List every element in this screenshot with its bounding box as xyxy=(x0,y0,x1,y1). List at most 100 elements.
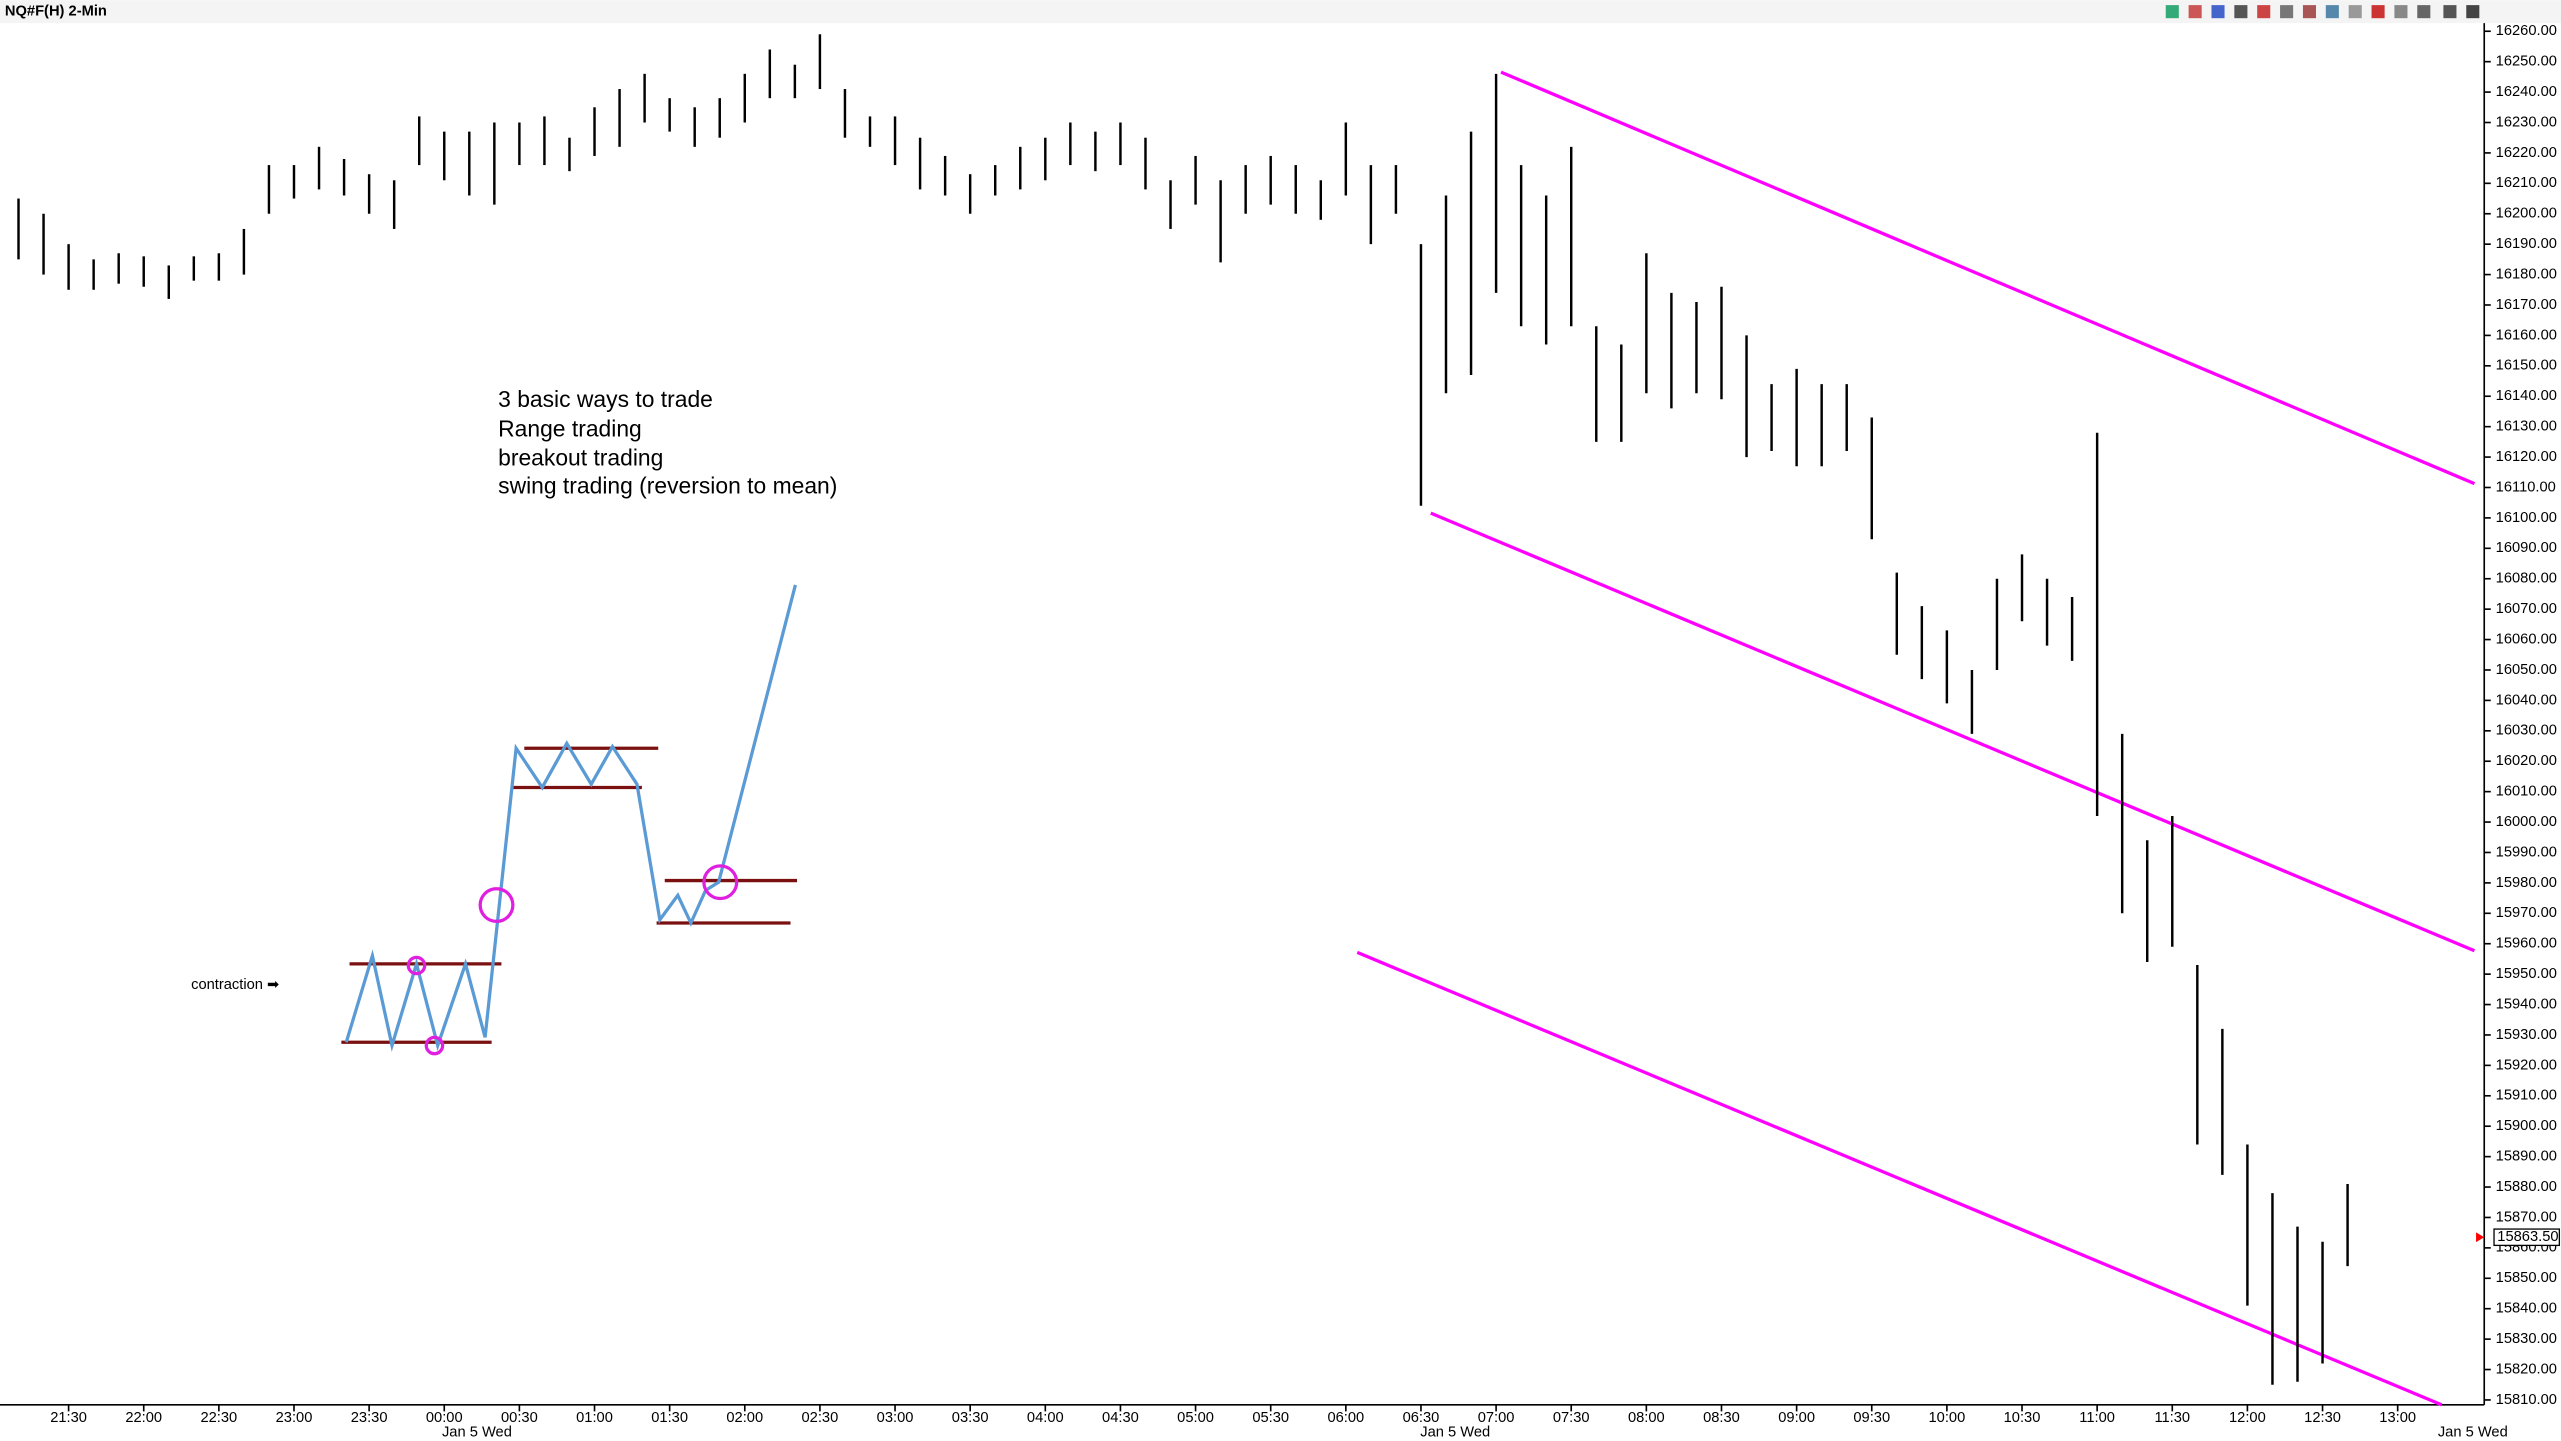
x-tick-label: 07:30 xyxy=(1553,1410,1590,1426)
y-tick-label: 16120.00 xyxy=(2496,449,2557,465)
x-tick-label: 01:30 xyxy=(651,1410,688,1426)
tool-icon[interactable] xyxy=(2325,5,2339,19)
y-tick-label: 15900.00 xyxy=(2496,1118,2557,1134)
marker-circle xyxy=(424,1035,445,1056)
tool-icon[interactable] xyxy=(2443,5,2457,19)
y-tick-label: 16070.00 xyxy=(2496,601,2557,617)
toolbar[interactable] xyxy=(2165,5,2480,19)
y-tick-label: 16230.00 xyxy=(2496,114,2557,130)
y-tick-label: 15940.00 xyxy=(2496,996,2557,1012)
x-tick-label: 00:00 xyxy=(426,1410,463,1426)
x-tick-label: 21:30 xyxy=(50,1410,87,1426)
y-tick-label: 16250.00 xyxy=(2496,54,2557,70)
annotation: contraction ➡ xyxy=(191,977,280,993)
x-tick-label: 09:30 xyxy=(1853,1410,1890,1426)
x-tick-label: 05:30 xyxy=(1252,1410,1289,1426)
tool-icon[interactable] xyxy=(2302,5,2317,19)
tool-icon[interactable] xyxy=(2188,5,2202,19)
y-tick-label: 15920.00 xyxy=(2496,1057,2557,1073)
y-tick-label: 16210.00 xyxy=(2496,175,2557,191)
y-tick-label: 15960.00 xyxy=(2496,936,2557,952)
y-tick-label: 16030.00 xyxy=(2496,723,2557,739)
x-tick-label: 06:00 xyxy=(1327,1410,1364,1426)
tool-icon[interactable] xyxy=(2348,5,2362,19)
channel-line xyxy=(1500,70,2476,486)
y-tick-label: 16100.00 xyxy=(2496,510,2557,526)
x-tick-label: 12:30 xyxy=(2304,1410,2341,1426)
marker-circle xyxy=(478,887,515,924)
y-tick-label: 16050.00 xyxy=(2496,662,2557,678)
y-tick-label: 16090.00 xyxy=(2496,540,2557,556)
y-tick-label: 16220.00 xyxy=(2496,145,2557,161)
y-tick-label: 16190.00 xyxy=(2496,236,2557,252)
y-tick-label: 15810.00 xyxy=(2496,1392,2557,1408)
y-tick-label: 16180.00 xyxy=(2496,266,2557,282)
x-tick-label: 09:00 xyxy=(1778,1410,1815,1426)
y-tick-label: 15980.00 xyxy=(2496,875,2557,891)
tool-icon[interactable] xyxy=(2280,5,2294,19)
channel-line xyxy=(1356,950,2443,1407)
tool-icon[interactable] xyxy=(2165,5,2179,19)
x-tick-label: 08:30 xyxy=(1703,1410,1740,1426)
y-tick-label: 15820.00 xyxy=(2496,1361,2557,1377)
x-tick-label: 00:30 xyxy=(501,1410,538,1426)
x-tick-label: 05:00 xyxy=(1177,1410,1214,1426)
x-tick-label: 10:00 xyxy=(1929,1410,1966,1426)
x-tick-label: 13:00 xyxy=(2379,1410,2416,1426)
tool-icon[interactable] xyxy=(2211,5,2225,19)
x-tick-label: 10:30 xyxy=(2004,1410,2041,1426)
x-tick-label: 22:00 xyxy=(125,1410,162,1426)
marker-circle xyxy=(406,955,427,976)
y-tick-label: 16140.00 xyxy=(2496,388,2557,404)
y-tick-label: 16240.00 xyxy=(2496,84,2557,100)
y-tick-label: 16060.00 xyxy=(2496,631,2557,647)
tool-icon[interactable] xyxy=(2394,5,2408,19)
channel-line xyxy=(1430,511,2476,953)
x-tick-label: 12:00 xyxy=(2229,1410,2266,1426)
y-tick-label: 15840.00 xyxy=(2496,1301,2557,1317)
tool-icon[interactable] xyxy=(2417,5,2431,19)
last-price-label: 15863.50 xyxy=(2497,1229,2558,1245)
y-tick-label: 16080.00 xyxy=(2496,571,2557,587)
diagram xyxy=(341,584,798,1056)
x-tick-label: 08:00 xyxy=(1628,1410,1665,1426)
annotation: swing trading (reversion to mean) xyxy=(498,472,837,498)
date-label: Jan 5 Wed xyxy=(1420,1424,1490,1440)
y-tick-label: 16260.00 xyxy=(2496,23,2557,39)
x-tick-label: 23:30 xyxy=(351,1410,388,1426)
y-tick-label: 16130.00 xyxy=(2496,419,2557,435)
last-price-box xyxy=(2493,1228,2561,1247)
y-tick-label: 15870.00 xyxy=(2496,1209,2557,1225)
y-tick-label: 16000.00 xyxy=(2496,814,2557,830)
chart-title: NQ#F(H) 2-Min xyxy=(5,4,107,20)
y-tick-label: 15830.00 xyxy=(2496,1331,2557,1347)
date-label: Jan 5 Wed xyxy=(442,1424,512,1440)
y-tick-label: 15890.00 xyxy=(2496,1149,2557,1165)
y-tick-label: 16020.00 xyxy=(2496,753,2557,769)
y-tick-label: 16160.00 xyxy=(2496,327,2557,343)
marker-circle xyxy=(702,864,739,901)
y-tick-label: 16110.00 xyxy=(2496,479,2556,495)
tool-icon[interactable] xyxy=(2257,5,2271,19)
x-tick-label: 04:30 xyxy=(1102,1410,1139,1426)
x-tick-label: 04:00 xyxy=(1027,1410,1064,1426)
tool-icon[interactable] xyxy=(2234,5,2248,19)
x-tick-label: 07:00 xyxy=(1478,1410,1515,1426)
tool-icon[interactable] xyxy=(2466,5,2480,19)
x-tick-label: 23:00 xyxy=(276,1410,313,1426)
tool-icon[interactable] xyxy=(2371,5,2385,19)
x-tick-label: 01:00 xyxy=(576,1410,613,1426)
y-tick-label: 16010.00 xyxy=(2496,784,2557,800)
last-price-arrow xyxy=(2476,1232,2485,1243)
y-tick-label: 16200.00 xyxy=(2496,206,2557,222)
y-tick-label: 16040.00 xyxy=(2496,692,2557,708)
y-tick-label: 15930.00 xyxy=(2496,1027,2557,1043)
x-tick-label: 02:30 xyxy=(802,1410,839,1426)
x-tick-label: 03:00 xyxy=(877,1410,914,1426)
title-bar xyxy=(0,0,2561,24)
y-tick-label: 16150.00 xyxy=(2496,358,2557,374)
y-tick-label: 15990.00 xyxy=(2496,844,2557,860)
y-tick-label: 15850.00 xyxy=(2496,1270,2557,1286)
